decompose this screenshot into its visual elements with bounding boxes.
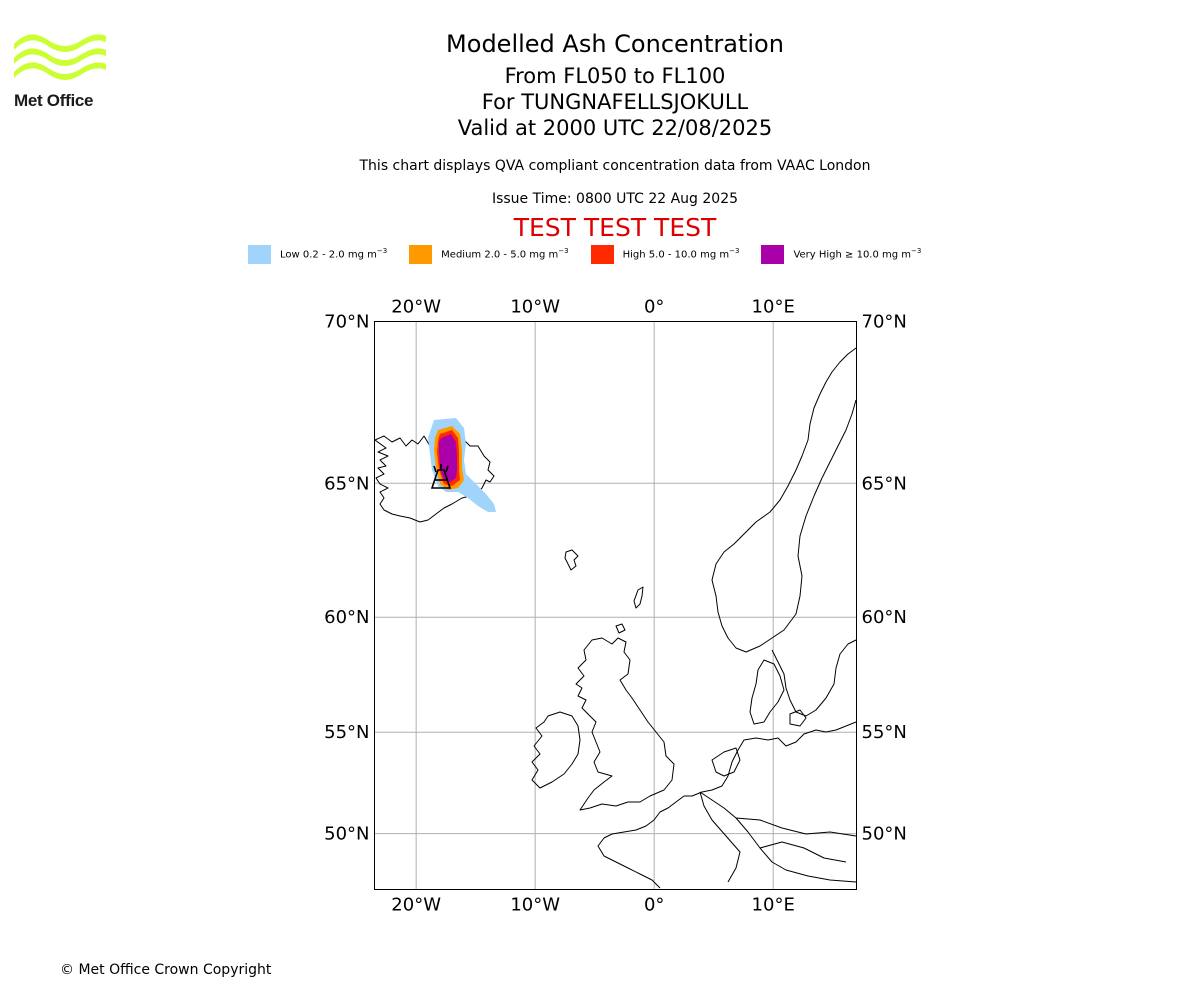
lat-tick-label-left: 70°N <box>324 312 369 333</box>
legend-label-very-high: Very High ≥ 10.0 mg m−3 <box>793 247 922 261</box>
coastline-norway <box>711 347 857 653</box>
legend-item-low: Low 0.2 - 2.0 mg m−3 <box>248 244 388 264</box>
issue-time: Issue Time: 0800 UTC 22 Aug 2025 <box>491 191 739 207</box>
legend-item-high: High 5.0 - 10.0 mg m−3 <box>590 244 740 264</box>
coastline-netherlands <box>711 747 741 777</box>
lon-tick-label-bottom: 10°E <box>752 895 795 916</box>
coastline-sweden <box>771 639 857 717</box>
legend-item-medium: Medium 2.0 - 5.0 mg m−3 <box>409 244 569 264</box>
legend-swatch-very-high <box>761 244 785 264</box>
legend-item-very-high: Very High ≥ 10.0 mg m−3 <box>761 244 922 264</box>
coastline-faroe <box>564 549 579 571</box>
lat-tick-label-right: 65°N <box>862 473 907 494</box>
volcano-icon <box>430 464 452 489</box>
coastline-shetland <box>633 586 644 609</box>
coastline-danish-islands <box>789 709 807 727</box>
coastline-orkney <box>615 623 626 634</box>
test-banner: TEST TEST TEST <box>513 213 717 242</box>
legend-swatch-low <box>248 244 271 264</box>
legend-label-low: Low 0.2 - 2.0 mg m−3 <box>280 247 388 261</box>
flight-level-range: From FL050 to FL100 <box>504 64 726 88</box>
lon-tick-label-top: 10°W <box>510 297 560 318</box>
lat-tick-label-right: 70°N <box>862 312 907 333</box>
lon-tick-label-top: 0° <box>644 297 664 318</box>
lat-tick-label-right: 50°N <box>862 824 907 845</box>
lon-tick-label-bottom: 20°W <box>391 895 441 916</box>
coastline-denmark <box>749 659 785 725</box>
lon-tick-label-bottom: 0° <box>644 895 664 916</box>
met-office-logo-icon <box>14 34 106 80</box>
valid-time: Valid at 2000 UTC 22/08/2025 <box>457 116 773 140</box>
chart-title: Modelled Ash Concentration <box>446 30 784 58</box>
legend-label-high: High 5.0 - 10.0 mg m−3 <box>622 247 740 261</box>
qva-note: This chart displays QVA compliant concen… <box>359 158 871 174</box>
lat-tick-label-left: 55°N <box>324 722 369 743</box>
coastline-great-britain <box>575 637 675 811</box>
lat-tick-label-left: 50°N <box>324 824 369 845</box>
logo-text: Met Office <box>14 91 94 110</box>
copyright-text: © Met Office Crown Copyright <box>60 962 272 978</box>
legend-label-medium: Medium 2.0 - 5.0 mg m−3 <box>441 247 569 261</box>
concentration-legend: Low 0.2 - 2.0 mg m−3 Medium 2.0 - 5.0 mg… <box>248 243 943 265</box>
lon-tick-label-top: 20°W <box>391 297 441 318</box>
legend-swatch-high <box>590 244 614 264</box>
legend-swatch-medium <box>409 244 433 264</box>
border-lines <box>699 791 857 883</box>
lat-tick-label-right: 60°N <box>862 607 907 628</box>
axis-labels: 20°W 20°W 10°W 10°W 0° 0° 10°E 10°E 70°N 70°N 65°N… <box>324 297 907 916</box>
lon-tick-label-top: 10°E <box>752 297 795 318</box>
volcano-name: For TUNGNAFELLSJOKULL <box>481 90 749 114</box>
map-frame <box>374 321 857 890</box>
lat-tick-label-left: 60°N <box>324 607 369 628</box>
lon-tick-label-bottom: 10°W <box>510 895 560 916</box>
map-gridlines <box>374 321 857 890</box>
lat-tick-label-left: 65°N <box>324 473 369 494</box>
lat-tick-label-right: 55°N <box>862 722 907 743</box>
coastline-ireland <box>531 711 581 789</box>
coastline-continent <box>597 721 857 889</box>
